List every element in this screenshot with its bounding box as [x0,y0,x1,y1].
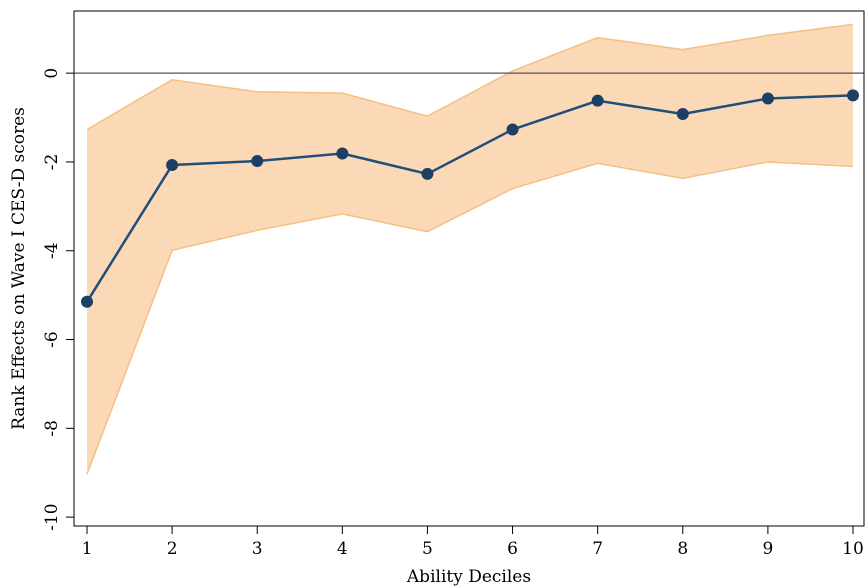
y-tick-label: -4 [42,242,62,259]
data-point [591,94,604,107]
x-tick-label: 4 [337,539,348,559]
data-point [81,295,93,308]
data-point [506,123,519,136]
y-tick-label: -10 [42,503,62,530]
y-axis-ticks: 0 -2 -4 -6 -8 -10 [42,68,74,531]
data-point [676,108,689,120]
data-point [421,167,434,180]
confidence-band-layer [86,23,854,475]
data-point [336,147,349,160]
y-tick-label: -6 [42,331,62,348]
x-tick-label: 1 [82,539,93,559]
x-tick-label: 3 [252,539,263,559]
x-tick-label: 2 [167,539,178,559]
y-tick-label: 0 [42,68,62,79]
y-tick-label: -2 [42,154,62,171]
data-point [166,159,179,172]
series-line [85,94,854,303]
data-point [251,155,264,168]
plot-frame [73,10,865,527]
data-point [761,92,774,105]
confidence-band-lower-edge [86,161,854,475]
x-tick-label: 5 [422,539,433,559]
x-tick-label: 9 [762,539,773,559]
series-line-layer [85,94,854,303]
series-marker-layer [81,89,859,308]
y-tick-label: -8 [42,420,62,437]
x-tick-label: 6 [507,539,518,559]
x-tick-label: 8 [677,539,688,559]
plot-frame-layer [73,10,865,527]
x-tick-label: 7 [592,539,603,559]
y-axis-label: Rank Effects on Wave I CES-D scores [9,107,29,430]
data-point [847,89,859,102]
x-axis-ticks: 1 2 3 4 5 6 7 8 9 10 [82,526,864,559]
x-tick-label: 10 [842,539,864,559]
x-axis-label: Ability Deciles [406,567,531,587]
confidence-band [87,24,853,475]
confidence-band-upper-edge [86,23,854,131]
